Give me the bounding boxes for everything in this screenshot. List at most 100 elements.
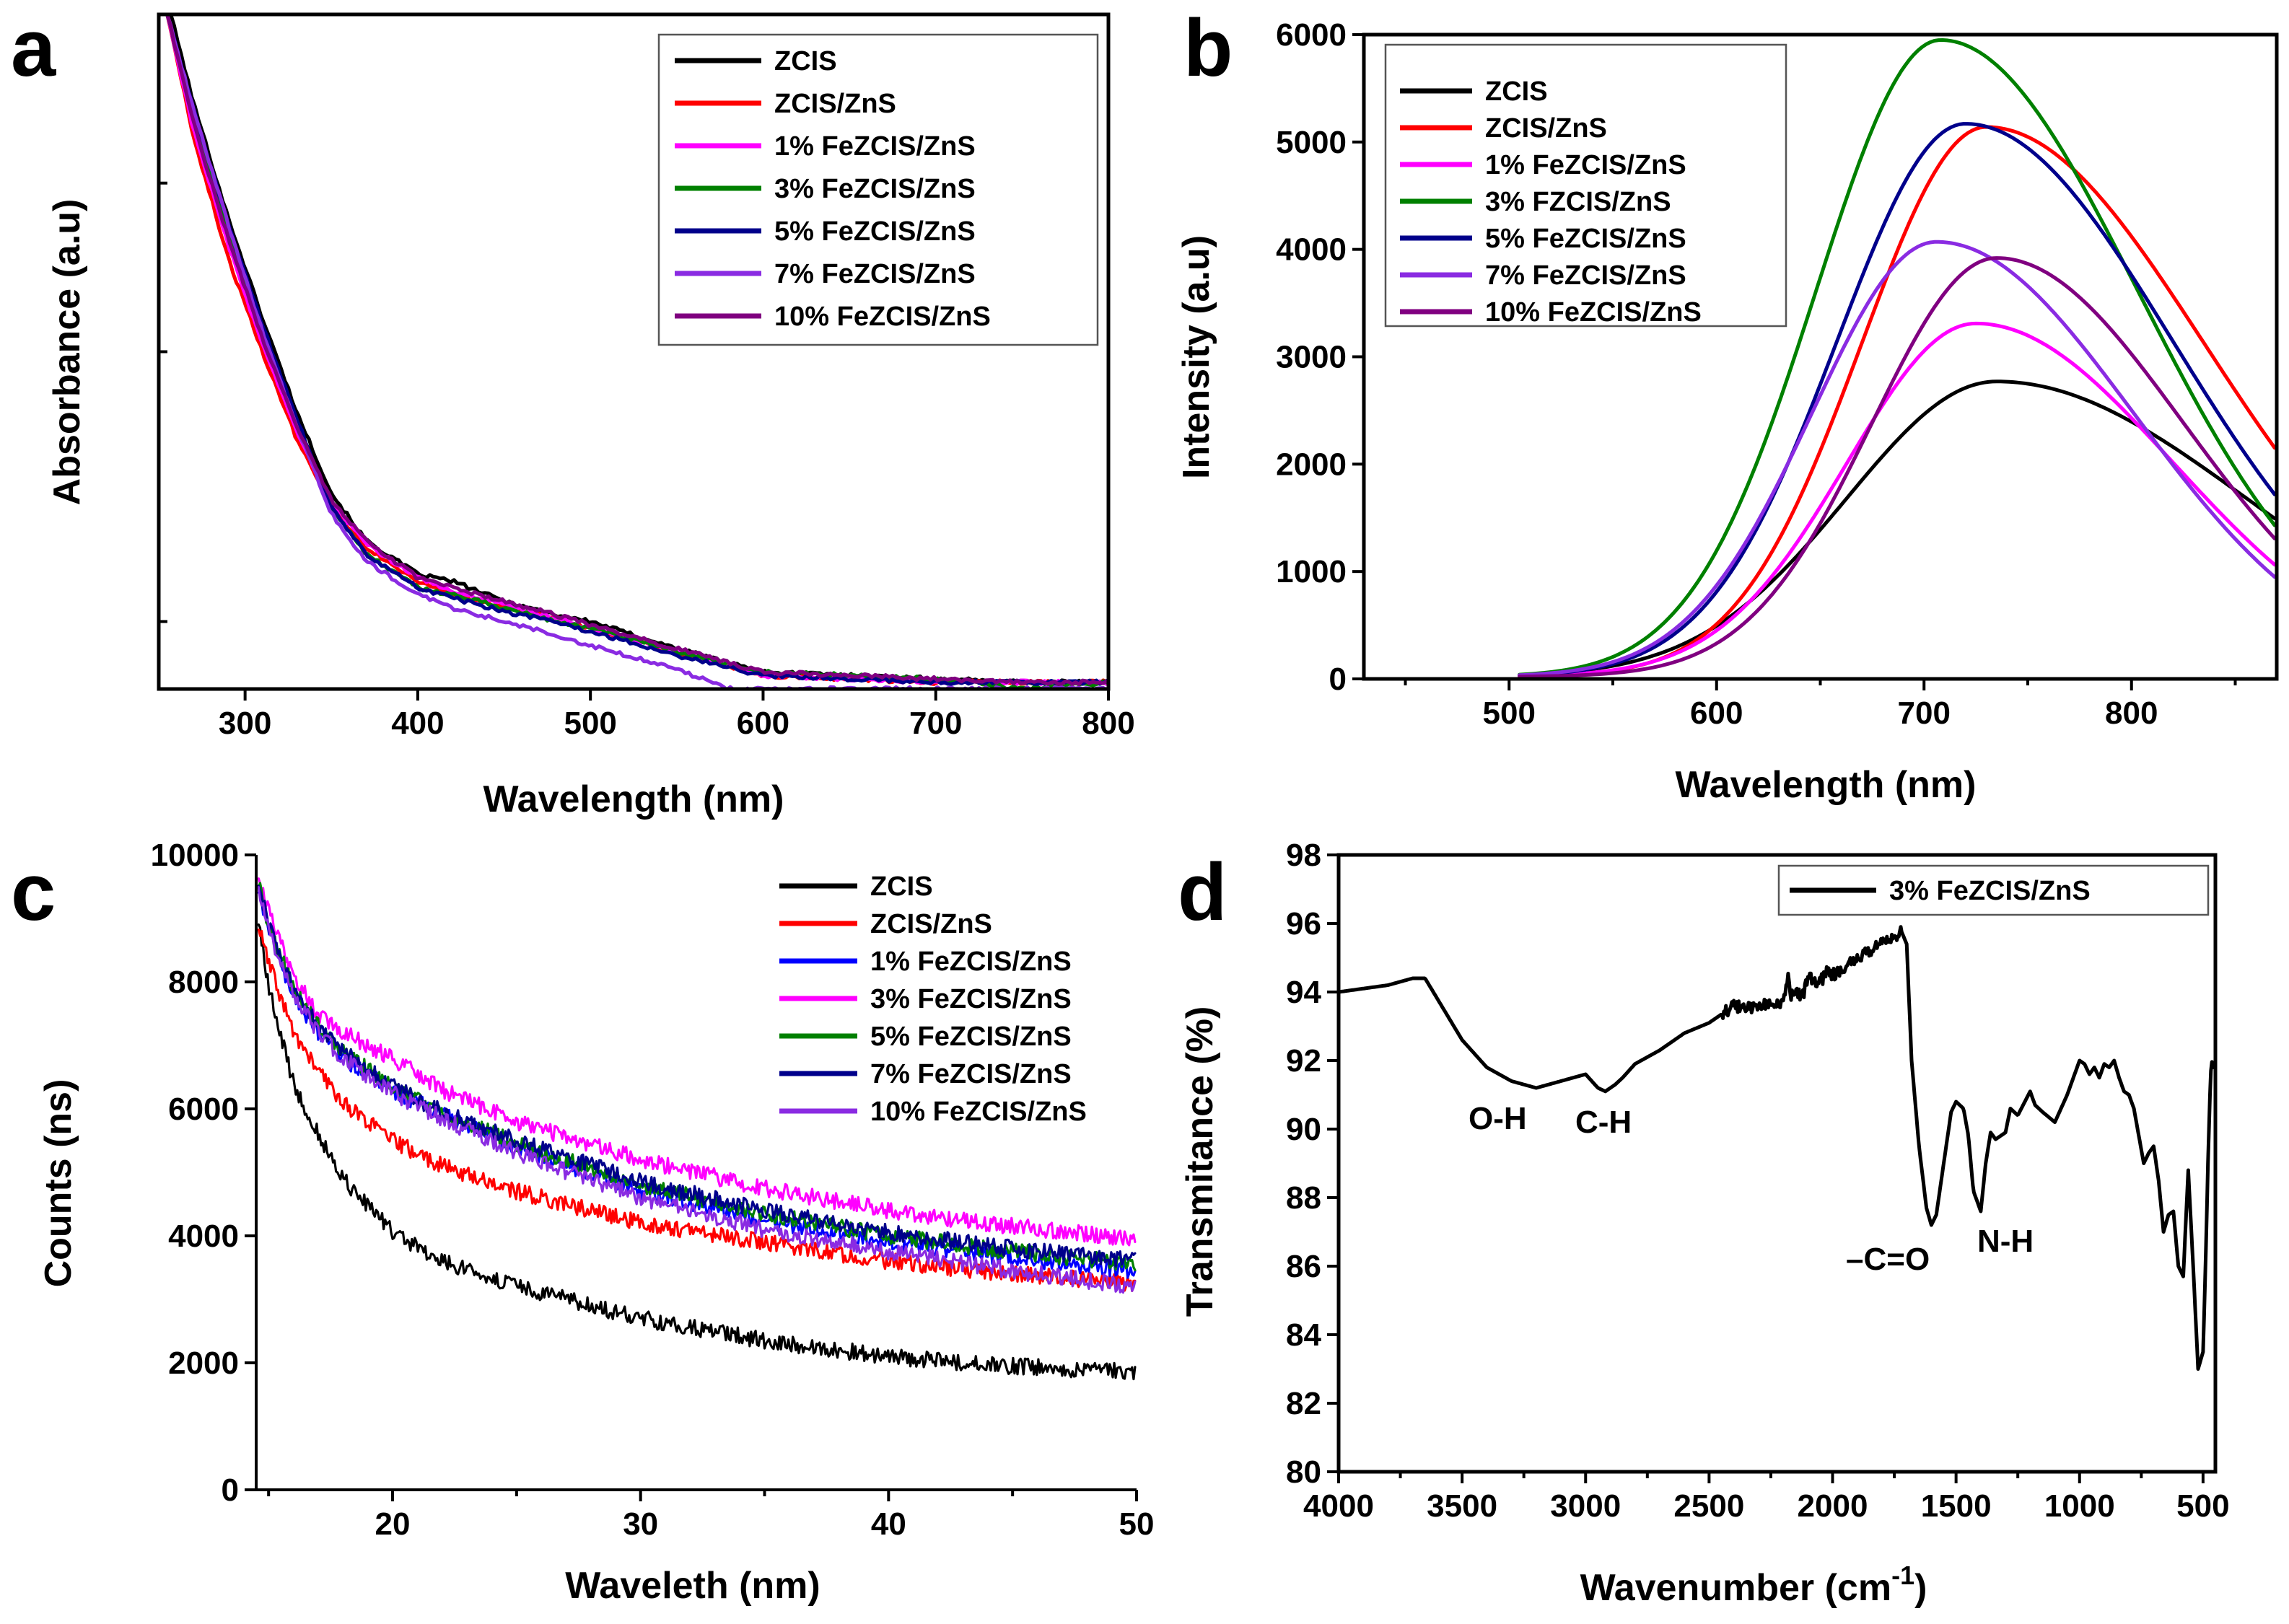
panel-c-y-tick-label: 10000 [151, 838, 239, 873]
panel-c-letter: c [11, 847, 56, 937]
panel-c-legend-label-7pct-fezcis-zns: 7% FeZCIS/ZnS [870, 1059, 1072, 1089]
panel-c-x-axis-title: Waveleth (nm) [565, 1565, 820, 1607]
annotation-c-h: C-H [1575, 1105, 1632, 1140]
panel-c-series-zcis [257, 923, 1137, 1381]
panel-a-legend-label-7pct-fezcis-zns: 7% FeZCIS/ZnS [774, 259, 976, 289]
panel-b-series-zcis [1518, 379, 2277, 677]
panel-d-plot-frame [1336, 853, 2218, 1474]
panel-d-x-axis-title: Wavenumber (cm-1) [1580, 1561, 1927, 1609]
panel-c-decay-chart: c 20 30 40 50 0 2000 4000 6000 8000 10000 Wavelet… [11, 838, 1154, 1607]
panel-c-x-tick-label: 20 [375, 1506, 411, 1542]
panel-b-x-tick-label: 800 [2105, 695, 2158, 731]
panel-c-y-tick-label: 6000 [168, 1092, 239, 1127]
panel-b-letter: b [1183, 3, 1233, 93]
panel-c-y-tick-label: 0 [222, 1472, 239, 1508]
panel-c-x-tick-label: 40 [871, 1506, 906, 1542]
panel-a-legend-label-zcis-zns: ZCIS/ZnS [774, 89, 896, 119]
panel-b-y-tick-label: 6000 [1276, 17, 1347, 53]
panel-a-x-tick-label: 600 [737, 706, 789, 741]
panel-b-x-tick-label: 500 [1483, 695, 1536, 731]
annotation-n-h: N-H [1977, 1224, 2034, 1259]
panel-c-y-tick-label: 8000 [168, 965, 239, 1000]
panel-b-legend-label-1pct-fezcis-zns: 1% FeZCIS/ZnS [1485, 150, 1686, 180]
panel-c-legend-label-zcis-zns: ZCIS/ZnS [870, 909, 992, 939]
panel-b-y-tick-label: 0 [1329, 662, 1347, 697]
panel-d-ftir-chart: d 4000 3500 3000 2500 2000 1500 1000 500 80 82 84 8… [1178, 838, 2230, 1609]
panel-a-legend-label-5pct-fezcis-zns: 5% FeZCIS/ZnS [774, 216, 976, 247]
panel-d-y-tick-label: 82 [1286, 1386, 1321, 1421]
panel-c-series-3pct-fezcis-zns [257, 877, 1137, 1247]
panel-b-series-1pct-fezcis-zns [1518, 321, 2277, 678]
panel-d-x-tick-label: 3000 [1550, 1488, 1621, 1524]
panel-c-y-axis-title: Counts (ns) [38, 1079, 79, 1288]
panel-c-legend-label-5pct-fezcis-zns: 5% FeZCIS/ZnS [870, 1022, 1072, 1052]
panel-c-legend-label-zcis: ZCIS [870, 872, 933, 902]
panel-c-y-tick-label: 2000 [168, 1346, 239, 1381]
panel-b-series-5pct-fezcis-zns [1518, 122, 2277, 677]
panel-d-letter: d [1178, 847, 1227, 937]
panel-a-x-tick-label: 500 [564, 706, 616, 741]
panel-b-y-tick-label: 3000 [1276, 340, 1347, 375]
panel-a-legend-label-3pct-fezcis-zns: 3% FeZCIS/ZnS [774, 174, 976, 204]
panel-c-legend-label-10pct-fezcis-zns: 10% FeZCIS/ZnS [870, 1097, 1087, 1127]
annotation-c-o: –C=O [1846, 1242, 1930, 1277]
panel-c-series-10pct-fezcis-zns [257, 886, 1137, 1294]
panel-d-y-tick-label: 86 [1286, 1249, 1321, 1284]
panel-b-y-tick-label: 5000 [1276, 125, 1347, 160]
panel-b-x-tick-label: 600 [1690, 695, 1743, 731]
panel-c-x-tick-label: 30 [623, 1506, 658, 1542]
annotation-o-h: O-H [1469, 1101, 1527, 1136]
panel-b-series-7pct-fezcis-zns [1518, 240, 2277, 677]
panel-b-y-tick-label: 4000 [1276, 232, 1347, 268]
panel-d-x-tick-label: 1000 [2044, 1488, 2115, 1524]
panel-c-y-tick-label: 4000 [168, 1219, 239, 1254]
panel-d-y-tick-label: 98 [1286, 838, 1321, 873]
panel-a-x-tick-label: 700 [909, 706, 962, 741]
panel-d-x-tick-label: 1500 [1921, 1488, 1992, 1524]
panel-b-y-tick-label: 2000 [1276, 447, 1347, 482]
panel-a-legend-label-1pct-fezcis-zns: 1% FeZCIS/ZnS [774, 131, 976, 162]
panel-a-x-tick-label: 800 [1082, 706, 1134, 741]
panel-a-series-10pct-fezcis-zns [165, 14, 1108, 686]
panel-d-y-tick-label: 96 [1286, 906, 1321, 942]
panel-d-x-tick-label: 500 [2176, 1488, 2229, 1524]
panel-b-intensity-chart: b 500 600 700 8000100020003000400050006000 … [1176, 3, 2279, 806]
panel-d-legend-label-3pct-fezcis-zns: 3% FeZCIS/ZnS [1889, 876, 2091, 906]
panel-b-legend-label-5pct-fezcis-zns: 5% FeZCIS/ZnS [1485, 224, 1686, 254]
panel-d-y-tick-label: 88 [1286, 1180, 1321, 1216]
panel-b-legend-label-3pct-fzcis-zns: 3% FZCIS/ZnS [1485, 187, 1671, 217]
panel-d-y-tick-label: 94 [1286, 975, 1321, 1010]
panel-b-legend-label-7pct-fezcis-zns: 7% FeZCIS/ZnS [1485, 260, 1686, 291]
panel-a-x-tick-label: 300 [219, 706, 271, 741]
panel-d-x-tick-label: 2000 [1798, 1488, 1868, 1524]
panel-b-series-3pct-fzcis-zns [1518, 38, 2277, 677]
panel-c-legend-label-3pct-fezcis-zns: 3% FeZCIS/ZnS [870, 984, 1072, 1014]
panel-b-y-tick-label: 1000 [1276, 554, 1347, 589]
panel-d-y-tick-label: 80 [1286, 1454, 1321, 1490]
panel-a-letter: a [11, 3, 56, 93]
panel-c-x-tick-label: 50 [1119, 1506, 1155, 1542]
panel-a-series-5pct-fezcis-zns [165, 14, 1108, 686]
panel-d-series-3pct-fezcis-zns [1339, 925, 2215, 1371]
panel-d-x-tick-label: 4000 [1303, 1488, 1374, 1524]
panel-d-y-tick-label: 92 [1286, 1043, 1321, 1079]
panel-b-legend-label-10pct-fezcis-zns: 10% FeZCIS/ZnS [1485, 297, 1702, 328]
panel-b-y-axis-title: Intensity (a.u) [1176, 235, 1217, 479]
panel-d-x-tick-label: 2500 [1673, 1488, 1744, 1524]
panel-b-x-tick-label: 700 [1898, 695, 1951, 731]
panel-b-x-axis-title: Wavelength (nm) [1676, 764, 1977, 806]
panel-a-x-axis-title: Wavelength (nm) [483, 778, 784, 820]
panel-b-legend-label-zcis-zns: ZCIS/ZnS [1485, 113, 1607, 144]
panel-d-x-tick-label: 3500 [1427, 1488, 1497, 1524]
panel-d-y-axis-title: Transmitance (%) [1179, 1006, 1221, 1317]
panel-a-legend-label-10pct-fezcis-zns: 10% FeZCIS/ZnS [774, 302, 991, 332]
panel-a-absorbance-chart: a 300 400 500 600 700 800 Wavelength (nm) Abs… [11, 3, 1135, 820]
panel-b-series-10pct-fezcis-zns [1518, 256, 2277, 679]
panel-d-y-tick-label: 84 [1286, 1317, 1321, 1353]
panel-a-y-axis-title: Absorbance (a.u) [46, 199, 88, 506]
panel-b-legend-label-zcis: ZCIS [1485, 76, 1548, 107]
panel-a-x-tick-label: 400 [391, 706, 444, 741]
panel-a-legend-label-zcis: ZCIS [774, 46, 837, 76]
panel-d-y-tick-label: 90 [1286, 1112, 1321, 1147]
